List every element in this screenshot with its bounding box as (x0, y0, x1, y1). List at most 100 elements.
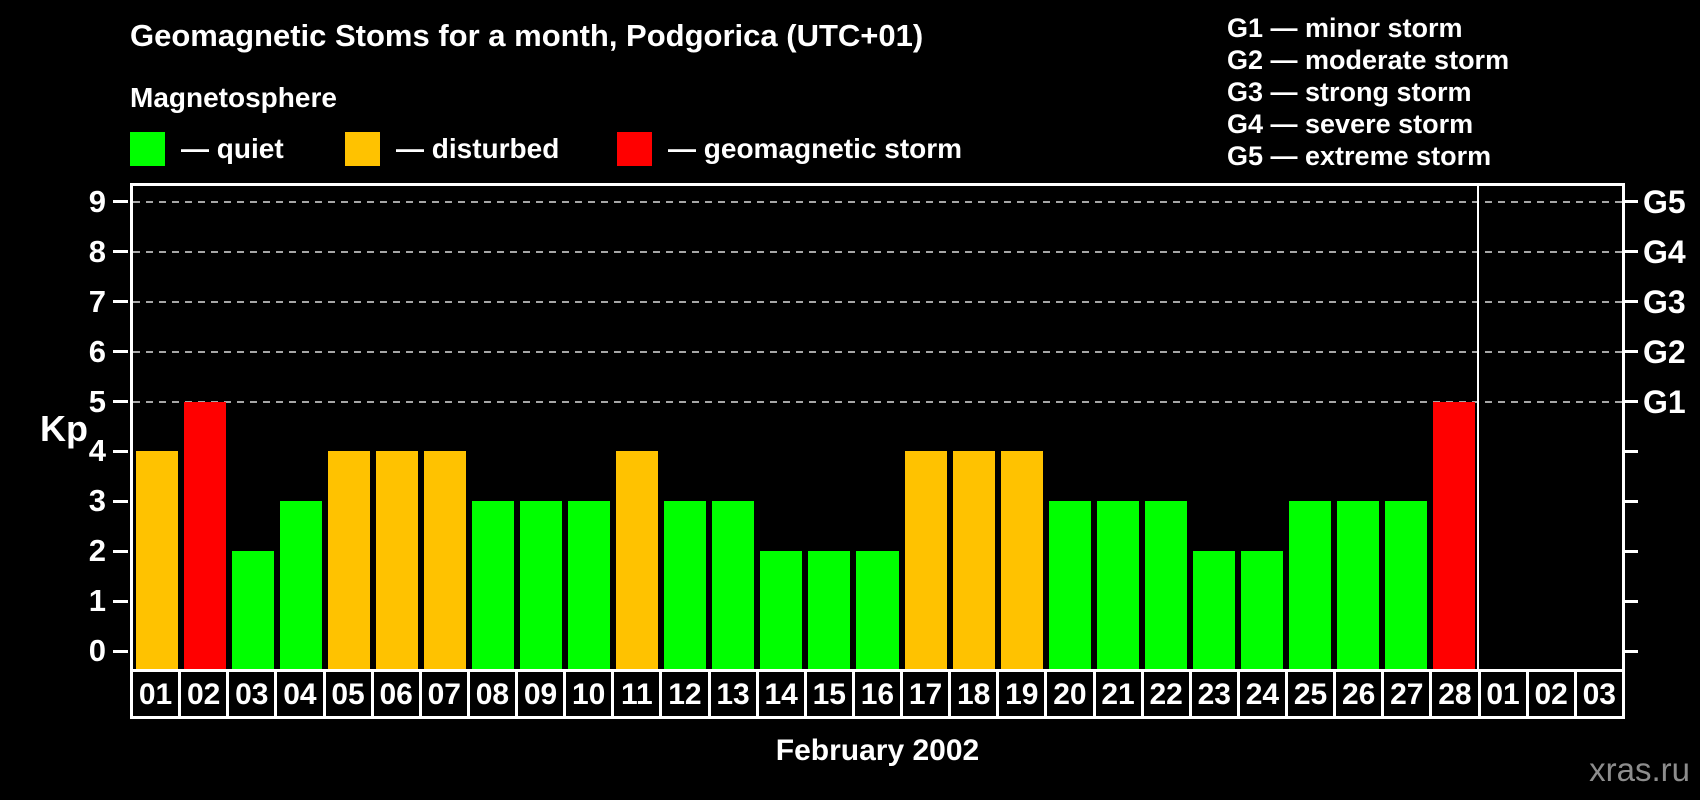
day-label-15: 15 (803, 669, 855, 719)
y-axis-label-9: 9 (88, 183, 106, 219)
kp-bar-day-18 (952, 451, 995, 669)
g-axis-label-G3: G3 (1643, 283, 1686, 320)
day-label-24: 24 (1236, 669, 1288, 719)
kp-bar-day-26 (1336, 501, 1379, 669)
day-label-07: 07 (418, 669, 470, 719)
day-label-04: 04 (274, 669, 326, 719)
chart-title: Geomagnetic Stoms for a month, Podgorica… (130, 18, 924, 53)
left-tick-kp-5 (113, 400, 128, 403)
day-label-21: 21 (1092, 669, 1144, 719)
right-tick-kp-0 (1625, 649, 1638, 653)
day-label-27: 27 (1381, 669, 1433, 719)
g-scale-legend: G1 — minor storm G2 — moderate storm G3 — … (1227, 12, 1509, 172)
day-label-06: 06 (370, 669, 422, 719)
g-scale-line: G4 — severe storm (1227, 109, 1474, 139)
left-tick-kp-4 (113, 449, 128, 453)
storm-color-swatch (617, 132, 652, 166)
right-tick-kp-6 (1625, 350, 1638, 354)
month-separator (1476, 183, 1479, 669)
kp-bar-day-04 (280, 501, 323, 669)
right-tick-kp-7 (1625, 300, 1638, 304)
legend-item-label: — quiet (181, 133, 284, 164)
left-tick-kp-0 (113, 649, 128, 653)
plot-border-top (130, 183, 1625, 186)
day-label-01: 01 (130, 669, 182, 719)
day-label-17: 17 (900, 669, 952, 719)
kp-bar-day-19 (1000, 451, 1043, 669)
kp-bar-day-07 (424, 451, 467, 669)
day-label-05: 05 (322, 669, 374, 719)
day-label-08: 08 (466, 669, 518, 719)
g-axis-label-G4: G4 (1643, 233, 1686, 270)
y-axis-label-7: 7 (88, 283, 106, 319)
left-tick-kp-7 (113, 300, 128, 304)
right-tick-kp-5 (1625, 400, 1638, 403)
plot-border-right (1622, 183, 1625, 669)
watermark: xras.ru (1589, 751, 1690, 788)
left-tick-kp-3 (113, 499, 128, 503)
kp-gridline-9 (133, 200, 1622, 203)
day-label-03: 03 (226, 669, 278, 719)
kp-bar-day-06 (376, 451, 419, 669)
kp-bar-day-12 (664, 501, 707, 669)
left-tick-kp-8 (113, 250, 128, 254)
day-label-23: 23 (1188, 669, 1240, 719)
kp-bar-day-21 (1096, 501, 1139, 669)
g-scale-line: G2 — moderate storm (1227, 45, 1510, 75)
g-axis-label-G2: G2 (1643, 333, 1686, 370)
kp-gridline-6 (133, 350, 1622, 353)
legend-item-disturbed: — disturbed (345, 131, 559, 167)
right-tick-kp-4 (1625, 449, 1638, 453)
day-label-02: 02 (1525, 669, 1577, 719)
kp-bar-day-14 (760, 551, 803, 669)
legend-item-storm: — geomagnetic storm (617, 131, 962, 167)
day-label-14: 14 (755, 669, 807, 719)
day-label-25: 25 (1285, 669, 1337, 719)
kp-bar-day-01 (136, 451, 179, 669)
kp-bar-day-08 (472, 501, 515, 669)
day-label-01: 01 (1477, 669, 1529, 719)
y-axis-label-8: 8 (88, 233, 106, 269)
g-scale-line: G3 — strong storm (1227, 77, 1472, 107)
plot-border-left (130, 183, 133, 669)
right-tick-kp-1 (1625, 599, 1638, 603)
right-tick-kp-3 (1625, 499, 1638, 503)
g-axis-label-G1: G1 (1643, 383, 1686, 420)
kp-bar-day-03 (232, 551, 275, 669)
kp-bar-day-02 (184, 401, 227, 669)
right-tick-kp-2 (1625, 549, 1638, 553)
kp-bar-day-23 (1192, 551, 1235, 669)
y-axis-label-2: 2 (88, 533, 106, 569)
day-label-20: 20 (1044, 669, 1096, 719)
kp-bar-day-28 (1432, 401, 1475, 669)
kp-bar-day-27 (1384, 501, 1427, 669)
kp-gridline-5 (133, 400, 1622, 403)
left-tick-kp-2 (113, 549, 128, 553)
g-axis-label-G5: G5 (1643, 183, 1686, 220)
kp-bar-day-17 (904, 451, 947, 669)
kp-axis-title: Kp (40, 408, 88, 449)
kp-bar-day-09 (520, 501, 563, 669)
day-label-28: 28 (1429, 669, 1481, 719)
x-axis-month-label: February 2002 (775, 734, 980, 767)
day-label-26: 26 (1333, 669, 1385, 719)
g-scale-line: G1 — minor storm (1227, 13, 1463, 43)
plot-area: 0 1 2 3 4 5 6 7 8 9 G1 G2 G3 G4 G5 (89, 183, 1686, 669)
day-label-03: 03 (1573, 669, 1625, 719)
kp-bar-day-25 (1288, 501, 1331, 669)
left-tick-kp-1 (113, 599, 128, 603)
kp-bar-day-24 (1240, 551, 1283, 669)
kp-bar-day-15 (808, 551, 851, 669)
day-label-13: 13 (707, 669, 759, 719)
day-label-02: 02 (178, 669, 230, 719)
left-tick-kp-6 (113, 350, 128, 354)
kp-bar-day-16 (856, 551, 899, 669)
y-axis-label-3: 3 (88, 483, 106, 519)
legend-item-label: — disturbed (396, 133, 560, 164)
right-tick-kp-9 (1625, 200, 1638, 204)
kp-bar-day-22 (1144, 501, 1187, 669)
day-label-16: 16 (851, 669, 903, 719)
day-label-10: 10 (563, 669, 615, 719)
kp-gridline-8 (133, 250, 1622, 253)
